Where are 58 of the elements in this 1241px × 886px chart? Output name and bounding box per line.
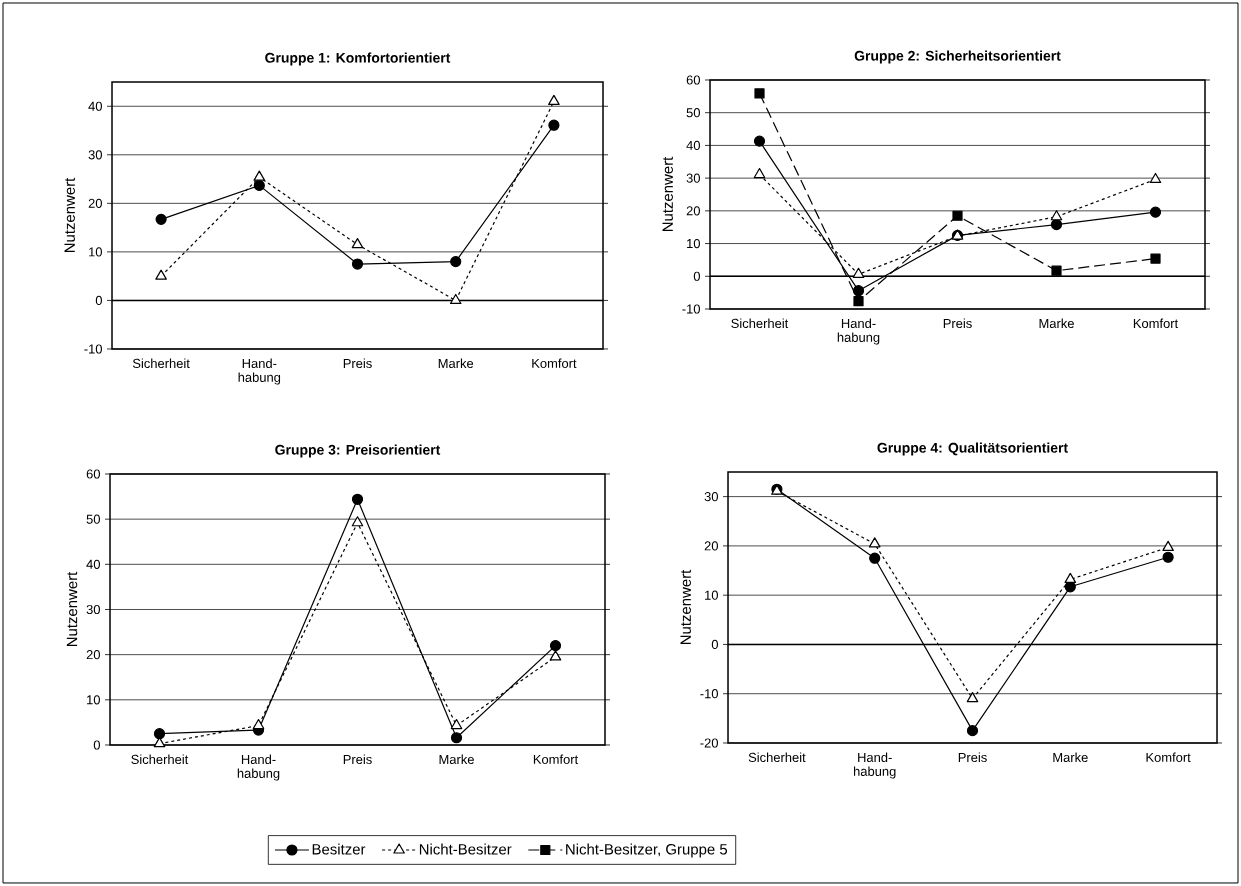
y-axis-title: Nutzenwert [680,569,691,645]
y-tick-label: 10 [87,695,100,705]
x-tick-label: Komfort [533,754,579,764]
y-tick-label: 10 [89,247,102,257]
y-axis-title: Nutzenwert [66,571,78,647]
x-tick-label: Marke [1039,318,1074,329]
y-tick-label: 10 [687,238,700,249]
y-tick-label: 40 [88,101,102,111]
x-tick-label: Komfort [532,358,577,368]
y-tick-label: 40 [686,140,700,150]
x-tick-label: Preis [943,318,972,329]
y-axis-title: Nutzenwert [662,156,673,232]
x-tick-label: Hand-habung [853,752,896,779]
x-tick-label: Sicherheit [748,752,806,763]
x-tick-label: Marke [438,358,474,369]
y-tick-label: -10 [700,689,718,699]
legend-label: Nicht-Besitzer, Gruppe 5 [566,843,728,858]
y-tick-label: 20 [686,206,700,216]
y-tick-label: 20 [88,198,102,208]
x-tick-label: Hand-habung [238,358,281,385]
x-tick-label: Sicherheit [731,318,789,329]
chart-title: Gruppe 3: Preisorientiert [275,444,441,458]
y-tick-label: 0 [693,271,700,281]
x-tick-label: Hand-habung [237,754,280,781]
chart-title: Gruppe 4: Qualitätsorientiert [877,442,1068,456]
x-tick-label: Preis [343,358,372,369]
legend-label: Besitzer [312,843,366,855]
x-tick-label: Sicherheit [132,358,190,369]
y-tick-label: 10 [705,590,718,600]
y-tick-label: 30 [86,604,100,615]
x-tick-label: Hand-habung [837,318,880,345]
y-tick-label: 30 [686,173,700,183]
y-tick-label: 60 [686,75,700,85]
y-tick-label: 50 [86,514,100,524]
y-axis-title: Nutzenwert [64,177,75,253]
y-tick-label: 0 [93,740,100,750]
y-tick-label: 20 [704,541,718,551]
legend-label: Nicht-Besitzer [419,843,512,855]
y-tick-label: -10 [84,344,102,354]
y-tick-label: 20 [86,650,100,660]
x-tick-label: Komfort [1146,752,1191,762]
y-tick-label: -20 [700,738,718,748]
y-tick-label: 0 [711,639,718,650]
x-tick-label: Preis [958,752,987,763]
y-tick-label: -10 [682,304,700,314]
x-tick-label: Marke [1053,752,1088,763]
y-tick-label: 30 [704,492,718,502]
y-tick-label: 30 [88,150,102,160]
x-tick-label: Komfort [1133,318,1179,328]
x-tick-label: Preis [343,754,372,765]
y-tick-label: 0 [95,295,102,306]
y-tick-label: 50 [686,108,700,118]
y-tick-label: 40 [86,559,100,569]
chart-title: Gruppe 1: Komfortorientiert [265,52,451,66]
x-tick-label: Marke [439,754,474,765]
y-tick-label: 60 [86,469,100,479]
x-tick-label: Sicherheit [131,754,189,765]
chart-title: Gruppe 2: Sicherheitsorientiert [854,50,1061,64]
